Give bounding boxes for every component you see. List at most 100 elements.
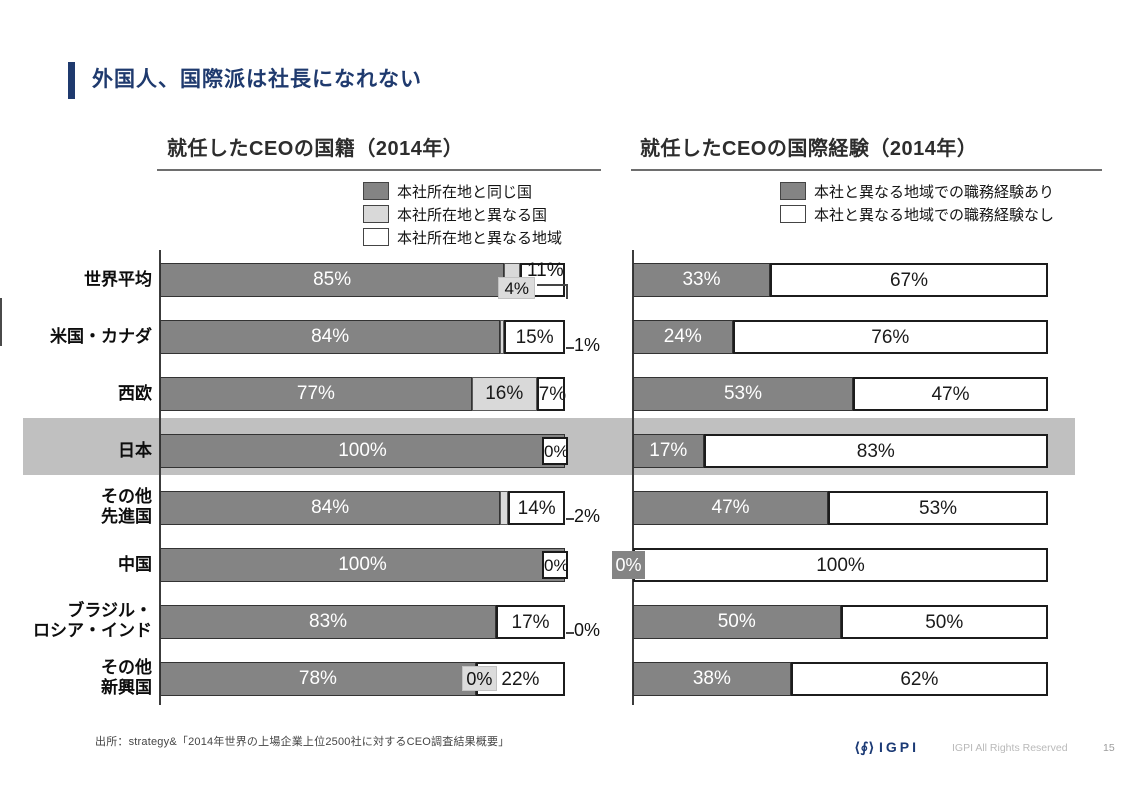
- zero-label-tag: 0%: [461, 666, 497, 691]
- bar-segment: 100%: [633, 548, 1048, 582]
- legend-item: 本社所在地と異なる地域: [363, 227, 562, 247]
- bar-segment: 85%: [160, 263, 505, 297]
- legend-item: 本社所在地と異なる国: [363, 204, 547, 224]
- title-underline-left: [157, 169, 601, 171]
- bar-segment: 84%: [160, 491, 501, 525]
- bar-label: 22%: [501, 669, 540, 690]
- bar-label: 7%: [538, 384, 567, 405]
- callout-line: [566, 518, 574, 520]
- bar-label: 84%: [311, 497, 350, 518]
- bar-segment: 50%: [633, 605, 841, 639]
- bar-label: 76%: [871, 327, 910, 348]
- category-label: 中国: [118, 555, 152, 574]
- category-label: ブラジル・ ロシア・インド: [33, 601, 152, 640]
- bar-label: 84%: [311, 326, 350, 347]
- category-label: 米国・カナダ: [50, 327, 152, 346]
- bar-label: 14%: [517, 498, 556, 519]
- screen-edge-artifact: [0, 298, 2, 346]
- igpi-logo-icon: ⟨∮⟩: [854, 739, 875, 755]
- bar-segment: 76%: [732, 320, 1048, 354]
- legend-label: 本社所在地と同じ国: [397, 183, 533, 201]
- page-title: 外国人、国際派は社長になれない: [92, 68, 422, 91]
- page-number: 15: [1103, 742, 1115, 754]
- bar-label: 85%: [313, 269, 352, 290]
- y-axis-line: [159, 250, 161, 705]
- bar-segment: 38%: [633, 662, 791, 696]
- bar-segment: 67%: [769, 263, 1048, 297]
- bar-segment: 53%: [828, 491, 1048, 525]
- bar-label: 50%: [925, 612, 964, 633]
- callout-line: [566, 632, 574, 634]
- bar-label: 67%: [889, 270, 928, 291]
- bar-segment: [500, 320, 505, 354]
- legend-label: 本社所在地と異なる国: [397, 206, 548, 224]
- legend-swatch-other-region: [363, 228, 389, 246]
- bar-label: 100%: [338, 440, 387, 461]
- zero-label-box: 0%: [612, 551, 645, 579]
- bar-segment: 17%: [496, 605, 565, 639]
- bar-segment: 47%: [852, 377, 1048, 411]
- bar-segment: 100%: [160, 548, 565, 582]
- legend-swatch-same-country: [363, 182, 389, 200]
- category-label: 西欧: [118, 384, 152, 403]
- category-label: 世界平均: [84, 270, 152, 289]
- callout-label: 0%: [574, 620, 601, 640]
- bar-segment: 7%: [536, 377, 567, 411]
- bar-segment: 15%: [504, 320, 565, 354]
- legend-label: 本社と異なる地域での職務経験なし: [814, 206, 1055, 224]
- y-axis-line: [632, 250, 634, 705]
- callout-bracket: [537, 284, 568, 299]
- bar-segment: 33%: [633, 263, 770, 297]
- category-label: その他 新興国: [101, 658, 152, 697]
- legend-label: 本社所在地と異なる地域: [397, 229, 563, 247]
- bar-label: 47%: [711, 497, 750, 518]
- bar-segment: 78%: [160, 662, 476, 696]
- bar-segment: 77%: [160, 377, 472, 411]
- rights-text: IGPI All Rights Reserved: [952, 742, 1068, 754]
- bar-label: 83%: [856, 441, 895, 462]
- chart-title-nationality: 就任したCEOの国籍（2014年）: [167, 138, 464, 160]
- zero-label-box: 0%: [542, 437, 569, 465]
- legend-swatch-experience-no: [780, 205, 806, 223]
- legend-label: 本社と異なる地域での職務経験あり: [814, 183, 1055, 201]
- callout-tag: 4%: [498, 277, 536, 299]
- bar-label: 17%: [649, 440, 688, 461]
- bar-segment: 24%: [633, 320, 733, 354]
- callout-label: 11%: [527, 260, 564, 281]
- bar-segment: 47%: [633, 491, 829, 525]
- callout-line: [566, 347, 574, 349]
- zero-label-box: 0%: [542, 551, 569, 579]
- bar-segment: 100%: [160, 434, 565, 468]
- bar-segment: 16%: [471, 377, 537, 411]
- bar-label: 53%: [919, 498, 958, 519]
- bar-label: 38%: [692, 668, 731, 689]
- bar-label: 15%: [515, 327, 554, 348]
- bar-segment: 17%: [633, 434, 704, 468]
- bar-label: 33%: [682, 269, 721, 290]
- bar-label: 24%: [663, 326, 702, 347]
- bar-label: 77%: [296, 383, 335, 404]
- category-label: その他 先進国: [101, 487, 152, 526]
- bar-label: 16%: [485, 383, 524, 404]
- bar-segment: [500, 491, 509, 525]
- legend-item: 本社と異なる地域での職務経験なし: [780, 204, 1054, 224]
- bar-label: 100%: [816, 555, 865, 576]
- bar-segment: 53%: [633, 377, 853, 411]
- legend-swatch-experience-yes: [780, 182, 806, 200]
- category-label: 日本: [118, 441, 152, 460]
- bar-label: 62%: [900, 669, 939, 690]
- bar-segment: 14%: [508, 491, 565, 525]
- bar-label: 47%: [931, 384, 970, 405]
- title-underline-right: [631, 169, 1102, 171]
- bar-label: 17%: [511, 612, 550, 633]
- bar-segment: 62%: [790, 662, 1048, 696]
- bar-segment: 50%: [840, 605, 1048, 639]
- legend-swatch-other-country: [363, 205, 389, 223]
- bar-segment: 83%: [703, 434, 1048, 468]
- source-note: 出所：strategy&「2014年世界の上場企業上位2500社に対するCEO調…: [95, 736, 510, 748]
- callout-label: 1%: [574, 335, 601, 355]
- igpi-logo: IGPI: [879, 739, 920, 755]
- title-accent-bar: [68, 62, 75, 99]
- bar-label: 78%: [298, 668, 337, 689]
